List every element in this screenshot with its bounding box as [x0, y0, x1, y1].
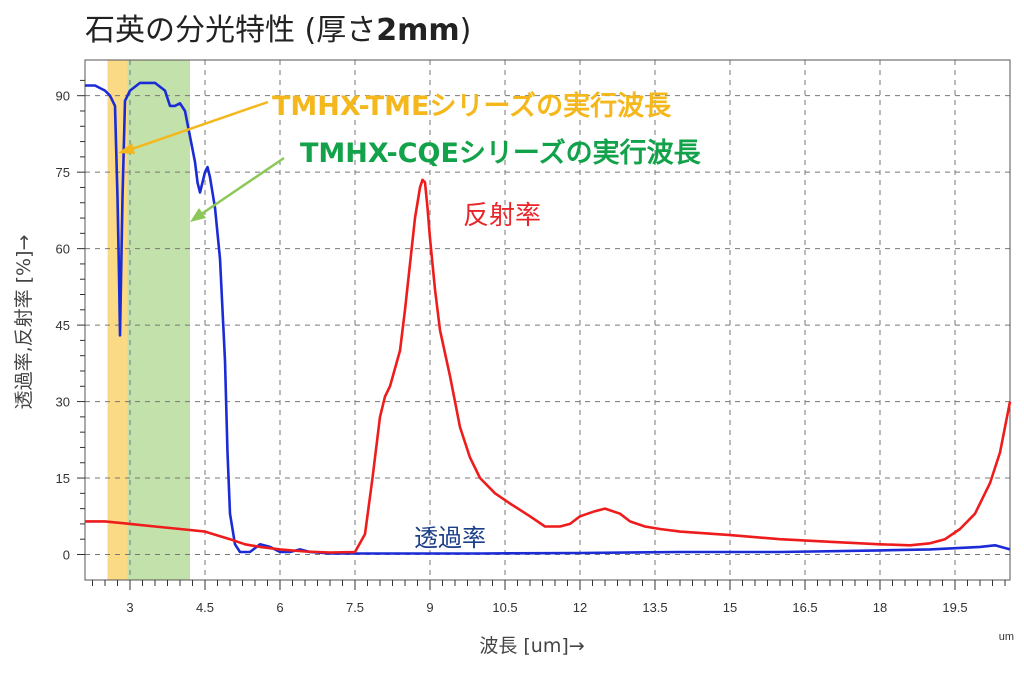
x-axis-label: 波長 [um]→ — [479, 635, 584, 657]
x-tick-label-9: 16.5 — [792, 600, 817, 615]
y-axis-ticks: 0 15 30 45 60 75 90 — [56, 79, 85, 563]
series — [85, 81, 1012, 555]
cqe-band-arrow — [196, 156, 285, 219]
x-tick-label-5: 10.5 — [492, 600, 517, 615]
x-tick-label-8: 15 — [723, 600, 737, 615]
y-tick-label-0: 0 — [63, 548, 70, 563]
y-tick-label-2: 30 — [56, 395, 70, 410]
x-axis-ticks: 3 4.5 6 7.5 9 10.5 12 13.5 15 16.5 18 19.5 — [92, 580, 1006, 615]
x-tick-label-4: 9 — [426, 600, 433, 615]
cqe-band-label: TMHX-CQEシリーズの実行波長 — [300, 137, 702, 169]
grid — [85, 60, 1010, 580]
y-tick-label-1: 15 — [56, 471, 70, 486]
plot-frame — [84, 59, 1011, 581]
chart-title-close: ) — [460, 13, 472, 48]
tme-band-label: TMHX-TMEシリーズの実行波長 — [272, 90, 672, 122]
chart-title-bold: 2mm — [376, 13, 459, 48]
x-tick-label-1: 4.5 — [196, 600, 214, 615]
series-line-0 — [85, 81, 1011, 555]
reflectance-label: 反射率 — [463, 201, 541, 231]
x-axis-unit: um — [999, 631, 1014, 643]
chart-title: 石英の分光特性 (厚さ2mm) — [85, 13, 471, 48]
x-tick-label-7: 13.5 — [642, 600, 667, 615]
y-axis-label: 透過率,反射率 [%]→ — [13, 235, 35, 410]
transmittance-label: 透過率 — [414, 524, 486, 552]
x-tick-label-10: 18 — [873, 600, 887, 615]
y-tick-label-5: 75 — [56, 165, 70, 180]
x-tick-label-2: 6 — [276, 600, 283, 615]
x-tick-label-3: 7.5 — [346, 600, 364, 615]
band-1 — [127, 60, 190, 580]
tme-band-arrow — [125, 100, 269, 153]
x-tick-label-6: 12 — [573, 600, 587, 615]
y-tick-label-6: 90 — [56, 89, 70, 104]
tme-band-arrowhead — [118, 143, 135, 154]
y-tick-label-4: 60 — [56, 242, 70, 257]
x-tick-label-0: 3 — [126, 600, 133, 615]
series-line-1 — [85, 178, 1012, 554]
cqe-band-arrowhead — [190, 208, 206, 222]
chart-title-main: 石英の分光特性 (厚さ — [85, 13, 376, 48]
x-tick-label-11: 19.5 — [942, 600, 967, 615]
y-tick-label-3: 45 — [56, 318, 70, 333]
